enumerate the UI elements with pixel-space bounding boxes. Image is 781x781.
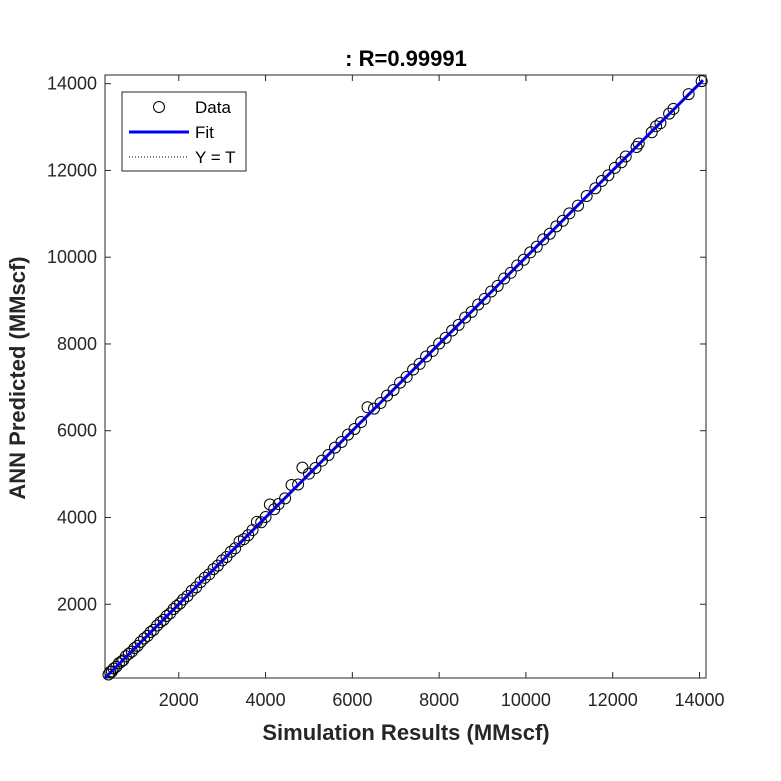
data-point [682, 88, 695, 101]
data-point [128, 642, 141, 655]
y-tick-label: 14000 [47, 74, 97, 94]
x-tick-label: 8000 [419, 690, 459, 710]
data-point [174, 597, 187, 610]
data-point [322, 449, 335, 462]
data-point [426, 344, 439, 357]
legend-label: Data [195, 98, 231, 117]
data-point [400, 370, 413, 383]
data-point [263, 498, 276, 511]
data-point [543, 227, 556, 240]
fit-line [103, 79, 705, 680]
x-tick-label: 6000 [332, 690, 372, 710]
legend: Data Fit Y = T [121, 91, 247, 172]
data-point [650, 120, 663, 133]
data-point [556, 214, 569, 227]
data-point [279, 492, 292, 505]
data-point [530, 240, 543, 253]
data-point [654, 117, 667, 130]
legend-label: Y = T [195, 148, 235, 167]
x-axis-title: Simulation Results (MMscf) [262, 720, 549, 745]
data-point [504, 266, 517, 279]
data-point [224, 545, 237, 558]
x-tick-label: 14000 [674, 690, 724, 710]
data-point [119, 650, 132, 663]
y-tick-label: 12000 [47, 160, 97, 180]
data-point [147, 623, 160, 636]
y-tick-label: 2000 [57, 594, 97, 614]
data-point [194, 576, 207, 589]
data-point [387, 383, 400, 396]
data-point [237, 533, 250, 546]
data-point [580, 190, 593, 203]
data-series-layer [102, 75, 708, 681]
data-point [491, 279, 504, 292]
legend-marker-data [153, 101, 165, 113]
data-point [632, 137, 645, 150]
data-point [216, 554, 229, 567]
x-tick-label: 10000 [501, 690, 551, 710]
data-point [374, 396, 387, 409]
data-point [157, 613, 170, 626]
data-point [154, 616, 167, 629]
data-point [296, 461, 309, 474]
data-point [413, 357, 426, 370]
y-tick-label: 6000 [57, 421, 97, 441]
y-tick-label: 10000 [47, 247, 97, 267]
data-point [144, 626, 157, 639]
data-point [207, 563, 220, 576]
x-tick-label: 2000 [159, 690, 199, 710]
data-point [112, 657, 125, 670]
data-point [198, 571, 211, 584]
data-point [571, 199, 584, 212]
data-point [259, 511, 272, 524]
data-point [105, 665, 118, 678]
data-point [229, 542, 242, 555]
data-point [348, 422, 361, 435]
data-point [439, 331, 452, 344]
y-axis-title: ANN Predicted (MMscf) [5, 256, 30, 499]
data-point [663, 107, 676, 120]
data-point [164, 607, 177, 620]
y-tick-label: 4000 [57, 507, 97, 527]
data-point [517, 253, 530, 266]
data-point [185, 584, 198, 597]
data-point [170, 599, 183, 612]
data-point [361, 401, 374, 414]
x-tick-label: 4000 [246, 690, 286, 710]
x-tick-label: 12000 [588, 690, 638, 710]
data-point [695, 75, 708, 88]
data-point [134, 635, 147, 648]
data-point [619, 150, 632, 163]
data-point [563, 207, 576, 220]
data-point [478, 292, 491, 305]
data-point [131, 639, 144, 652]
data-point [630, 141, 643, 154]
data-point [589, 182, 602, 195]
data-point [138, 632, 151, 645]
y-tick-label: 8000 [57, 334, 97, 354]
legend-label: Fit [195, 123, 214, 142]
data-point [160, 609, 173, 622]
data-point [602, 169, 615, 182]
data-point [355, 416, 368, 429]
data-point [645, 126, 658, 139]
data-point [465, 305, 478, 318]
data-point [292, 478, 305, 491]
data-point [309, 462, 322, 475]
chart-title: : R=0.99991 [345, 46, 467, 71]
data-point [177, 593, 190, 606]
data-point [452, 318, 465, 331]
data-point [335, 436, 348, 449]
data-point [141, 629, 154, 642]
data-point [667, 102, 680, 115]
